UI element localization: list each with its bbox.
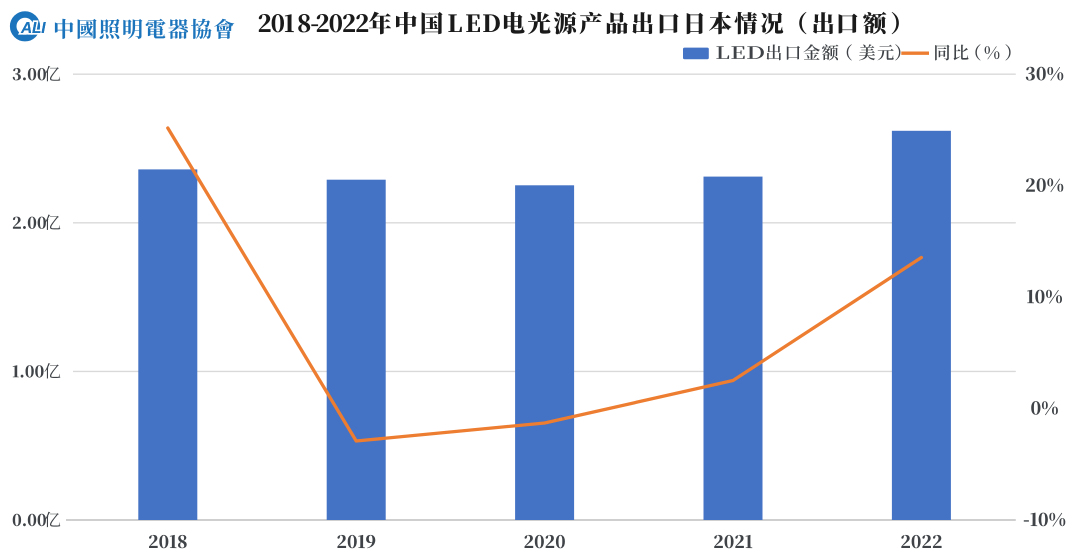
svg-text:ALI: ALI xyxy=(20,20,46,37)
svg-text:ALI: ALI xyxy=(20,20,46,37)
